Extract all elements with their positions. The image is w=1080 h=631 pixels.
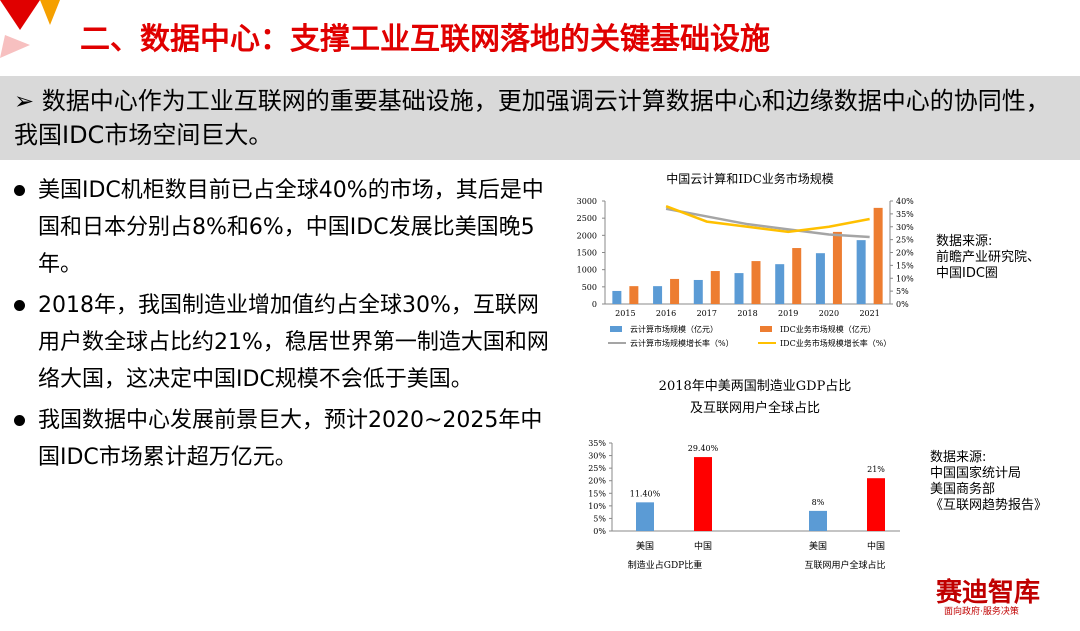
x-tick-label: 2017 bbox=[697, 309, 717, 318]
summary-text: 数据中心作为工业互联网的重要基础设施，更加强调云计算数据中心和边缘数据中心的协同… bbox=[14, 87, 1050, 149]
bar bbox=[636, 502, 654, 531]
y-tick-label: 1500 bbox=[577, 249, 597, 258]
bar bbox=[792, 248, 802, 304]
bar bbox=[856, 240, 866, 304]
y2-tick-label: 0% bbox=[896, 300, 909, 309]
y2-tick-label: 40% bbox=[896, 197, 914, 206]
bar bbox=[873, 207, 883, 304]
y-tick-label: 25% bbox=[588, 464, 606, 473]
value-label: 21% bbox=[867, 465, 885, 474]
x-tick-label: 中国 bbox=[694, 540, 712, 552]
line bbox=[665, 207, 870, 239]
bar bbox=[832, 231, 842, 304]
legend-label: 云计算市场规模（亿元） bbox=[630, 324, 718, 334]
y2-tick-label: 10% bbox=[896, 274, 914, 283]
group-label: 互联网用户全球占比 bbox=[804, 559, 885, 571]
watermark-brand: 赛迪智库 bbox=[936, 578, 1041, 608]
source-line: 中国国家统计局 bbox=[930, 466, 1022, 481]
group-label: 制造业占GDP比重 bbox=[628, 559, 702, 571]
y-tick-label: 5% bbox=[593, 514, 606, 523]
bar bbox=[775, 264, 785, 304]
y-tick-label: 0% bbox=[593, 527, 606, 536]
legend-label: 云计算市场规模增长率（%） bbox=[630, 338, 734, 348]
y2-tick-label: 15% bbox=[896, 261, 914, 270]
x-tick-label: 美国 bbox=[636, 540, 654, 552]
chart-title: 及互联网用户全球占比 bbox=[690, 400, 820, 416]
source-line: 前瞻产业研究院、 bbox=[936, 250, 1041, 265]
source-line: 中国IDC圈 bbox=[936, 266, 998, 281]
source-line: 数据来源: bbox=[936, 234, 993, 249]
source: 数据来源: 中国国家统计局 美国商务部 《互联网趋势报告》 bbox=[930, 450, 1047, 514]
x-tick-label: 中国 bbox=[867, 540, 885, 552]
x-tick-label: 2018 bbox=[737, 309, 757, 318]
bullet: 我国数据中心发展前景巨大，预计2020~2025年中国IDC市场累计超万亿元。 bbox=[10, 402, 560, 476]
bar bbox=[809, 510, 827, 531]
bullets: 美国IDC机柜数目前已占全球40%的市场，其后是中国和日本分别占8%和6%，中国… bbox=[10, 172, 560, 480]
x-tick-label: 美国 bbox=[809, 540, 827, 552]
bullet: 美国IDC机柜数目前已占全球40%的市场，其后是中国和日本分别占8%和6%，中国… bbox=[10, 172, 560, 283]
bar bbox=[815, 253, 825, 304]
legend-swatch bbox=[760, 326, 772, 332]
logo bbox=[0, 0, 60, 58]
y2-tick-label: 35% bbox=[896, 210, 914, 219]
bar bbox=[751, 261, 761, 304]
bar bbox=[710, 271, 720, 304]
y-tick-label: 3000 bbox=[577, 197, 597, 206]
bar bbox=[612, 290, 622, 304]
slide-title: 二、数据中心：支撑工业互联网落地的关键基础设施 bbox=[80, 22, 770, 57]
legend-label: IDC业务市场规模（亿元） bbox=[780, 324, 876, 334]
value-label: 8% bbox=[812, 498, 825, 507]
y-tick-label: 15% bbox=[588, 489, 606, 498]
source-line: 《互联网趋势报告》 bbox=[930, 498, 1048, 513]
source-line: 数据来源: bbox=[930, 450, 987, 465]
y2-tick-label: 5% bbox=[896, 287, 909, 296]
y2-tick-label: 30% bbox=[896, 223, 914, 232]
bar bbox=[867, 478, 885, 531]
value-label: 11.40% bbox=[630, 489, 661, 498]
arrow: ➢ bbox=[14, 87, 42, 115]
bar bbox=[653, 286, 663, 304]
legend-label: IDC业务市场规模增长率（%） bbox=[780, 338, 891, 348]
bar bbox=[629, 286, 639, 304]
y-tick-label: 2500 bbox=[577, 214, 597, 223]
x-tick-label: 2019 bbox=[778, 309, 798, 318]
legend-swatch bbox=[610, 326, 622, 332]
bullet: 2018年，我国制造业增加值约占全球30%，互联网用户数全球占比约21%，稳居世… bbox=[10, 287, 560, 398]
chart-title: 2018年中美两国制造业GDP占比 bbox=[659, 379, 852, 394]
y2-tick-label: 20% bbox=[896, 249, 914, 258]
value-label: 29.40% bbox=[688, 444, 719, 453]
y-tick-label: 10% bbox=[588, 502, 606, 511]
x-tick-label: 2021 bbox=[859, 309, 879, 318]
bar bbox=[693, 279, 703, 304]
y-tick-label: 0 bbox=[592, 300, 597, 309]
y-tick-label: 35% bbox=[588, 439, 606, 448]
x-tick-label: 2020 bbox=[819, 309, 839, 318]
bar bbox=[734, 273, 744, 304]
source: 数据来源: 前瞻产业研究院、 中国IDC圈 bbox=[936, 234, 1040, 282]
y-tick-label: 20% bbox=[588, 477, 606, 486]
y-tick-label: 30% bbox=[588, 452, 606, 461]
chart-title: 中国云计算和IDC业务市场规模 bbox=[666, 171, 834, 186]
y-tick-label: 1000 bbox=[577, 266, 597, 275]
line bbox=[665, 204, 870, 234]
y2-tick-label: 25% bbox=[896, 236, 914, 245]
y-tick-label: 2000 bbox=[577, 231, 597, 240]
watermark-slogan: 面向政府·服务决策 bbox=[944, 607, 1019, 617]
x-tick-label: 2015 bbox=[615, 309, 635, 318]
summary: ➢ 数据中心作为工业互联网的重要基础设施，更加强调云计算数据中心和边缘数据中心的… bbox=[14, 84, 1064, 152]
bar bbox=[694, 457, 712, 531]
y-tick-label: 500 bbox=[582, 283, 597, 292]
x-tick-label: 2016 bbox=[656, 309, 676, 318]
summary-band bbox=[0, 76, 1080, 160]
bar bbox=[670, 278, 680, 304]
source-line: 美国商务部 bbox=[930, 482, 996, 497]
